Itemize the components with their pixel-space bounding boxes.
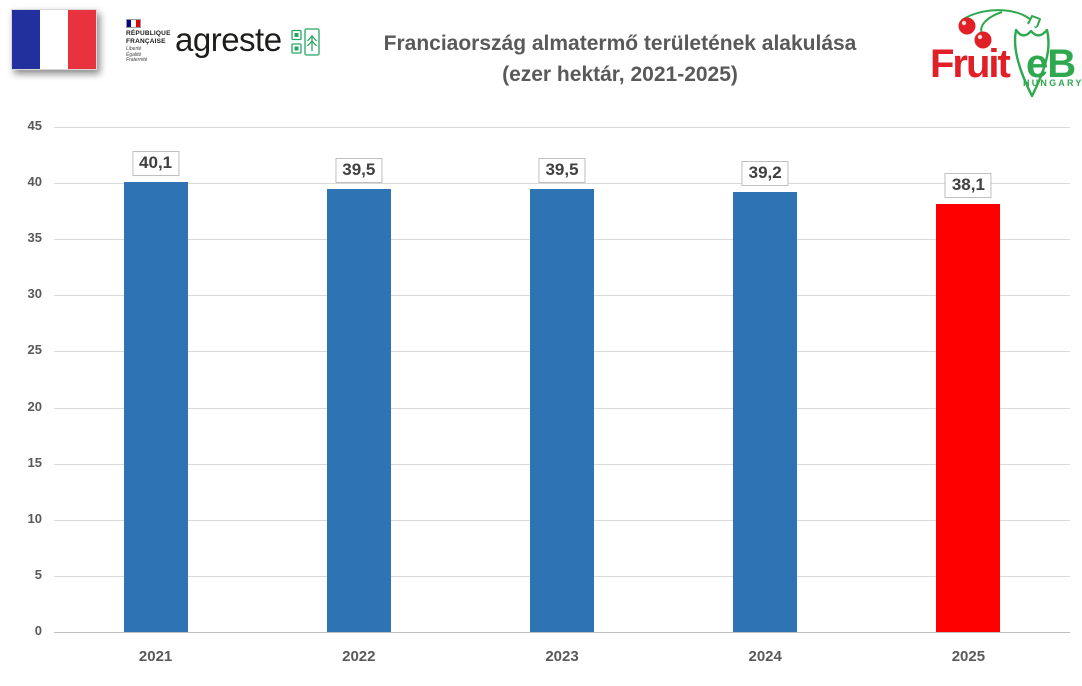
value-label-2022: 39,5 (335, 158, 383, 183)
agreste-tree-icon (290, 28, 320, 56)
value-label-2024: 39,2 (741, 161, 789, 186)
value-label-2025: 38,1 (944, 173, 992, 198)
flag-red-stripe (68, 10, 96, 69)
flag-white-stripe (40, 10, 68, 69)
y-tick-label-35: 35 (27, 230, 42, 245)
y-tick-label-0: 0 (34, 623, 42, 638)
y-tick-label-40: 40 (27, 174, 42, 189)
x-tick-label-2021: 2021 (138, 648, 173, 665)
x-tick-label-2023: 2023 (545, 648, 579, 665)
x-tick-label-2022: 2022 (342, 648, 376, 665)
gridline-45 (54, 127, 1070, 128)
fruitveb-word-fruit: Fruit (930, 42, 1011, 86)
value-label-2023: 39,5 (538, 158, 586, 183)
bar-2023 (530, 189, 594, 632)
chart-title-line2: (ezer hektár, 2021-2025) (502, 63, 738, 86)
y-tick-label-20: 20 (27, 399, 42, 414)
x-tick-label-2025: 2025 (951, 648, 986, 665)
republique-name: RÉPUBLIQUE FRANÇAISE (126, 30, 178, 45)
fruitveb-hungary-label: HUNGARY (1023, 78, 1082, 88)
republique-motto: Liberté Égalité Fraternité (126, 46, 148, 63)
bar-2021 (124, 182, 188, 632)
agreste-logo: agreste (175, 21, 321, 59)
y-tick-label-25: 25 (27, 342, 42, 357)
y-tick-label-5: 5 (34, 567, 42, 582)
x-axis-line (54, 632, 1070, 633)
chart-title-line1: Franciaország almatermő területének alak… (383, 32, 857, 55)
republique-francaise-logo: RÉPUBLIQUE FRANÇAISE Liberté Égalité Fra… (126, 19, 178, 64)
republique-line1: RÉPUBLIQUE (126, 30, 171, 37)
bar-2025 (936, 204, 1000, 632)
mini-flag-icon (126, 19, 141, 28)
chart-title: Franciaország almatermő területének alak… (330, 28, 910, 90)
fruitveb-cherry-pepper-icon (958, 9, 1050, 98)
bar-2024 (733, 192, 797, 632)
republique-line2: FRANÇAISE (126, 37, 166, 45)
x-tick-label-2024: 2024 (748, 648, 782, 665)
agreste-wordmark: agreste (175, 21, 282, 58)
fruitveb-logo: Fruit eB HUNGARY (920, 4, 1082, 108)
y-tick-label-30: 30 (27, 286, 42, 301)
y-tick-label-45: 45 (27, 118, 42, 133)
y-tick-label-10: 10 (27, 511, 42, 526)
bar-2022 (327, 189, 391, 632)
y-tick-label-15: 15 (27, 455, 42, 470)
flag-blue-stripe (12, 10, 40, 69)
gridline-40 (54, 183, 1070, 184)
french-flag-image (11, 9, 97, 70)
fruitveb-word-eb: eB (1026, 42, 1076, 86)
value-label-2021: 40,1 (132, 151, 180, 176)
